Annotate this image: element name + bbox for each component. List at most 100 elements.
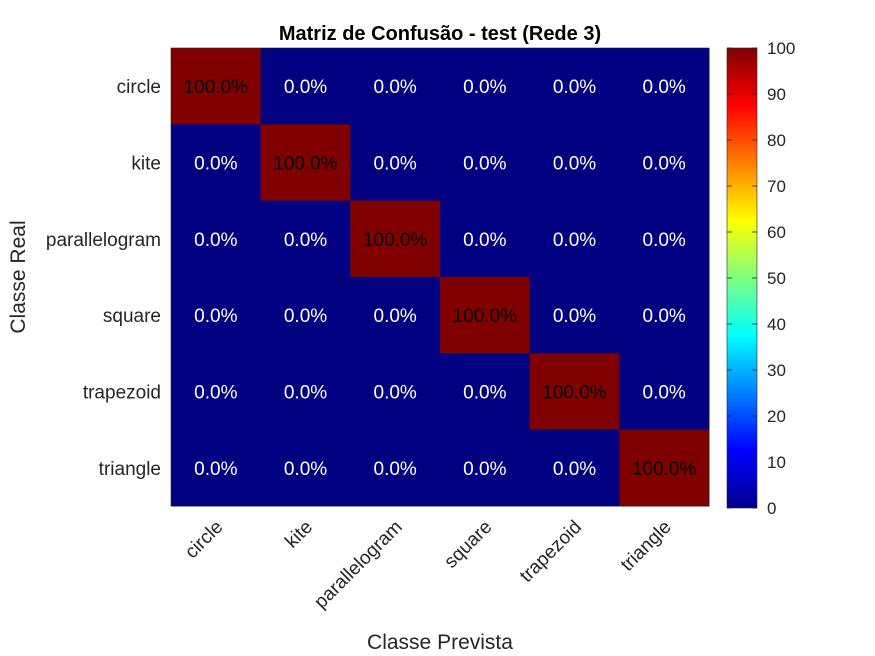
colorbar-tick-label: 70 bbox=[767, 177, 786, 196]
cell-value-label: 0.0% bbox=[374, 383, 417, 404]
heatmap-cell bbox=[350, 200, 441, 278]
cell-value-label: 0.0% bbox=[643, 306, 686, 327]
heatmap-cell bbox=[440, 353, 531, 431]
x-tick-label: kite bbox=[281, 517, 317, 553]
plot-area-frame bbox=[170, 47, 710, 507]
x-tick-label: parallelogram bbox=[310, 517, 406, 613]
heatmap-cell bbox=[171, 200, 262, 278]
cell-value-label: 0.0% bbox=[284, 230, 327, 251]
heatmap-cell bbox=[529, 277, 620, 354]
cell-value-label: 0.0% bbox=[643, 383, 686, 404]
y-tick-labels: circle kite parallelogram square trapezoid tr… bbox=[46, 77, 161, 480]
heatmap-cell bbox=[529, 200, 620, 278]
colorbar-tick-label: 40 bbox=[767, 315, 786, 334]
heatmap-cell bbox=[440, 429, 531, 507]
colorbar-tick-label: 30 bbox=[767, 361, 786, 380]
heatmap-cell bbox=[171, 48, 262, 125]
cell-value-label: 0.0% bbox=[463, 230, 506, 251]
heatmap-cell bbox=[529, 48, 620, 125]
colorbar-tick-label: 100 bbox=[767, 39, 795, 58]
colorbar-tick-label: 10 bbox=[767, 453, 786, 472]
heatmap-cell-labels: 100.0% 0.0% 0.0% 0.0% 0.0% 0.0% 0.0% 100.0% 0.0%… bbox=[184, 77, 697, 480]
heatmap-cell bbox=[619, 48, 710, 125]
heatmap-cell bbox=[260, 429, 351, 507]
heatmap-cell bbox=[619, 200, 710, 278]
heatmap-cell bbox=[619, 429, 710, 507]
cell-value-label: 0.0% bbox=[194, 383, 237, 404]
cell-value-label: 0.0% bbox=[194, 459, 237, 480]
heatmap-cell bbox=[171, 124, 262, 202]
cell-value-label: 0.0% bbox=[553, 230, 596, 251]
heatmap-cell bbox=[171, 277, 262, 354]
heatmap-cell bbox=[350, 124, 441, 202]
cell-value-label: 0.0% bbox=[374, 77, 417, 98]
heatmap-cell bbox=[350, 48, 441, 125]
cell-value-label: 0.0% bbox=[643, 77, 686, 98]
cell-value-label: 100.0% bbox=[184, 77, 249, 98]
heatmap-cell bbox=[619, 277, 710, 354]
y-tick-label: square bbox=[103, 306, 161, 327]
cell-value-label: 0.0% bbox=[374, 154, 417, 175]
heatmap-cell bbox=[260, 200, 351, 278]
cell-value-label: 100.0% bbox=[632, 459, 697, 480]
x-tick-label: square bbox=[440, 517, 496, 573]
heatmap-cell bbox=[440, 277, 531, 354]
cell-value-label: 0.0% bbox=[284, 306, 327, 327]
heatmap-cell bbox=[619, 124, 710, 202]
cell-value-label: 100.0% bbox=[453, 306, 518, 327]
cell-value-label: 0.0% bbox=[553, 459, 596, 480]
x-axis-label: Classe Prevista bbox=[367, 631, 513, 654]
heatmap-cell bbox=[350, 353, 441, 431]
heatmap-cell bbox=[529, 124, 620, 202]
cell-value-label: 0.0% bbox=[553, 77, 596, 98]
heatmap-cell bbox=[260, 48, 351, 125]
cell-value-label: 0.0% bbox=[553, 306, 596, 327]
cell-value-label: 0.0% bbox=[463, 383, 506, 404]
y-tick-label: kite bbox=[131, 154, 161, 175]
heatmap-cells bbox=[171, 48, 710, 507]
x-tick-label: trapezoid bbox=[516, 517, 586, 587]
y-tick-label: circle bbox=[117, 77, 161, 98]
cell-value-label: 0.0% bbox=[284, 77, 327, 98]
cell-value-label: 0.0% bbox=[553, 154, 596, 175]
chart-title: Matriz de Confusão - test (Rede 3) bbox=[279, 23, 601, 45]
colorbar-tick-label: 90 bbox=[767, 85, 786, 104]
heatmap-cell bbox=[440, 48, 531, 125]
y-axis-label: Classe Real bbox=[7, 220, 30, 333]
heatmap-cell bbox=[529, 353, 620, 431]
y-tick-label: triangle bbox=[99, 459, 161, 480]
cell-value-label: 0.0% bbox=[284, 459, 327, 480]
x-tick-label: circle bbox=[181, 517, 227, 563]
cell-value-label: 0.0% bbox=[374, 306, 417, 327]
y-tick-label: parallelogram bbox=[46, 230, 161, 251]
cell-value-label: 0.0% bbox=[463, 77, 506, 98]
y-tick-label: trapezoid bbox=[83, 383, 161, 404]
heatmap-cell bbox=[529, 429, 620, 507]
heatmap-cell bbox=[350, 429, 441, 507]
cell-value-label: 100.0% bbox=[363, 230, 428, 251]
heatmap-cell bbox=[440, 200, 531, 278]
heatmap-cell bbox=[260, 353, 351, 431]
colorbar-tick-label: 20 bbox=[767, 407, 786, 426]
cell-value-label: 100.0% bbox=[273, 154, 338, 175]
heatmap-cell bbox=[171, 429, 262, 507]
colorbar-tick-label: 50 bbox=[767, 269, 786, 288]
colorbar-tick-label: 0 bbox=[767, 499, 776, 518]
cell-value-label: 0.0% bbox=[463, 459, 506, 480]
heatmap-cell bbox=[260, 124, 351, 202]
cell-value-label: 100.0% bbox=[542, 383, 607, 404]
cell-value-label: 0.0% bbox=[194, 154, 237, 175]
cell-value-label: 0.0% bbox=[284, 383, 327, 404]
cell-value-label: 0.0% bbox=[643, 154, 686, 175]
cell-value-label: 0.0% bbox=[463, 154, 506, 175]
colorbar-tick-labels: 0 10 20 30 40 50 60 70 80 90 100 bbox=[727, 39, 795, 518]
heatmap-cell bbox=[260, 277, 351, 354]
heatmap-cell bbox=[350, 277, 441, 354]
x-tick-label: triangle bbox=[617, 517, 676, 576]
colorbar-tick-label: 80 bbox=[767, 131, 786, 150]
heatmap-cell bbox=[619, 353, 710, 431]
cell-value-label: 0.0% bbox=[374, 459, 417, 480]
cell-value-label: 0.0% bbox=[194, 306, 237, 327]
cell-value-label: 0.0% bbox=[194, 230, 237, 251]
